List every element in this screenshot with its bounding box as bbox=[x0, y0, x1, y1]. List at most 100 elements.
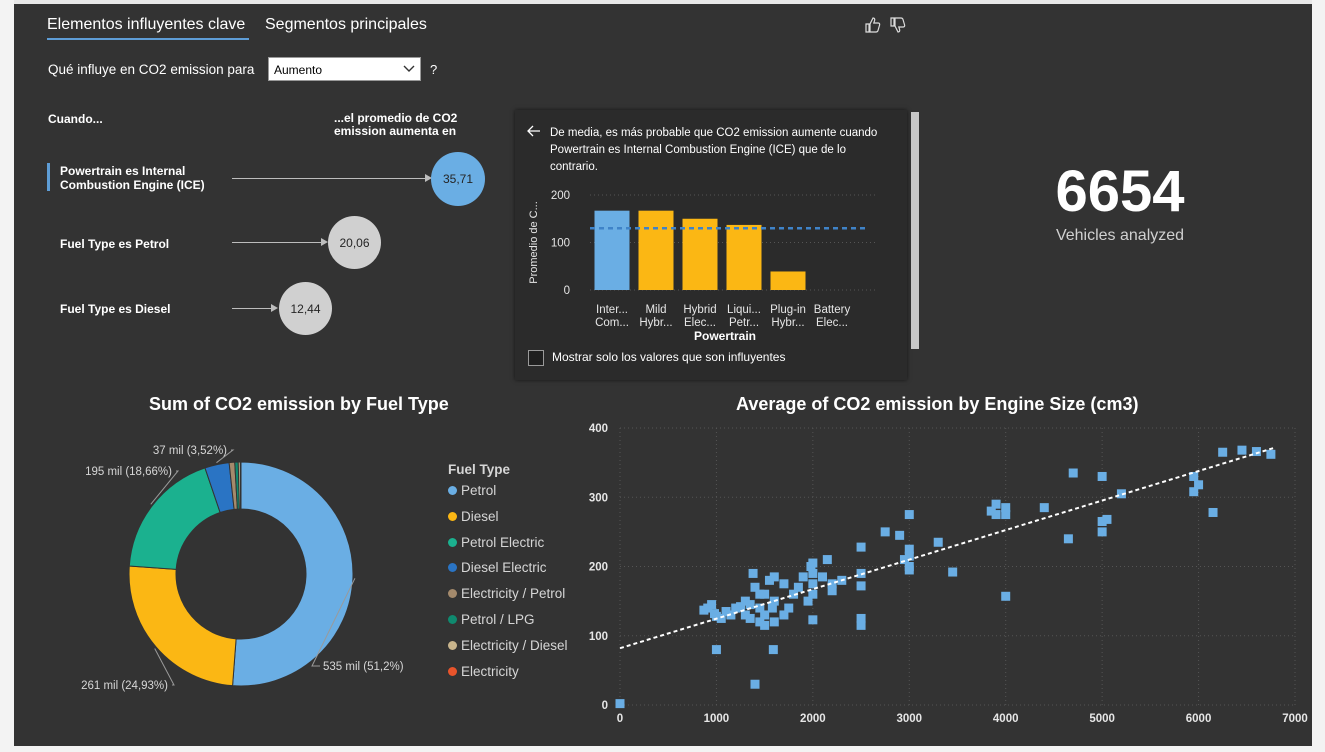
detail-text-line3: contrario. bbox=[550, 161, 598, 173]
slice-leader-line bbox=[154, 648, 175, 686]
thumbs-down-icon[interactable] bbox=[889, 16, 907, 34]
x-tick-label: Hybrid bbox=[683, 304, 716, 316]
influential-only-checkbox[interactable] bbox=[528, 350, 544, 366]
detail-text-line1: De media, es más probable que CO2 emissi… bbox=[550, 127, 878, 139]
legend-item[interactable]: Diesel Electric bbox=[448, 560, 547, 575]
legend-item[interactable]: Petrol bbox=[448, 483, 496, 498]
scatter-chart-title: Average of CO2 emission by Engine Size (… bbox=[736, 394, 1139, 414]
influencer-label-line1: Powertrain es Internal bbox=[60, 164, 186, 178]
influencer-item-petrol[interactable]: Fuel Type es Petrol bbox=[60, 237, 169, 251]
y-tick-label: 200 bbox=[551, 190, 570, 202]
legend-label: Electricity bbox=[461, 663, 519, 679]
legend-marker-icon bbox=[448, 640, 457, 650]
legend-marker-icon bbox=[448, 537, 457, 547]
average-header-line1: ...el promedio de CO2 bbox=[334, 111, 458, 125]
window-top-bar bbox=[0, 0, 1325, 4]
legend-marker-icon bbox=[448, 485, 457, 495]
slice-data-label: 195 mil (18,66%) bbox=[85, 466, 172, 478]
legend-item[interactable]: Petrol / LPG bbox=[448, 612, 535, 627]
dropdown-value: Aumento bbox=[274, 63, 323, 77]
x-tick-label: Liqui... bbox=[727, 304, 761, 316]
active-tab-underline bbox=[47, 38, 249, 40]
x-tick-label: Hybr... bbox=[639, 317, 672, 329]
donut-slice bbox=[232, 461, 354, 687]
legend-marker-icon bbox=[448, 563, 457, 573]
legend-marker-icon bbox=[448, 589, 457, 599]
legend-label: Diesel Electric bbox=[461, 560, 547, 576]
chevron-down-icon bbox=[403, 65, 415, 72]
legend-marker-icon bbox=[448, 511, 457, 521]
bar bbox=[638, 210, 674, 290]
kpi-label: Vehicles analyzed bbox=[1055, 227, 1185, 244]
x-tick-label: Mild bbox=[645, 304, 666, 316]
selected-influencer-marker bbox=[47, 163, 50, 191]
fuel-type-donut-chart: 535 mil (51,2%) 261 mil (24,93%) 195 mil (… bbox=[81, 445, 404, 692]
legend-marker-icon bbox=[448, 614, 457, 624]
x-tick-label: Elec... bbox=[684, 317, 716, 329]
back-arrow-icon[interactable] bbox=[527, 125, 541, 137]
average-header: ...el promedio de CO2 emission aumenta e… bbox=[334, 112, 457, 138]
donut-slice bbox=[128, 565, 237, 687]
donut-slice bbox=[128, 467, 221, 570]
influencer-bubble[interactable]: 35,71 bbox=[431, 152, 485, 206]
x-tick-label: Battery bbox=[814, 304, 851, 316]
legend-item[interactable]: Electricity bbox=[448, 664, 519, 679]
window-right-margin bbox=[1312, 0, 1325, 752]
y-tick-label: 100 bbox=[551, 238, 570, 250]
influencer-bubble[interactable]: 12,44 bbox=[279, 282, 332, 335]
slice-data-label: 261 mil (24,93%) bbox=[81, 680, 168, 692]
influencer-label-line2: Combustion Engine (ICE) bbox=[60, 178, 205, 192]
influencer-item-diesel[interactable]: Fuel Type es Diesel bbox=[60, 302, 171, 316]
bar bbox=[726, 224, 762, 290]
influencer-arrow-line bbox=[232, 308, 272, 309]
legend-label: Petrol / LPG bbox=[461, 612, 535, 627]
x-tick-label: Hybr... bbox=[771, 317, 804, 329]
window-left-margin bbox=[0, 0, 14, 752]
bar bbox=[682, 218, 718, 290]
influencer-label-line1: Fuel Type es Diesel bbox=[60, 302, 171, 316]
tab-top-segments[interactable]: Segmentos principales bbox=[265, 16, 427, 33]
legend-title: Fuel Type bbox=[448, 462, 511, 477]
thumbs-up-icon[interactable] bbox=[864, 16, 882, 34]
slice-data-label: 37 mil (3,52%) bbox=[153, 445, 227, 457]
powertrain-bar-chart: 200 100 0 Promedio de C... Inter...Com... Mil… bbox=[528, 190, 875, 343]
tab-key-influencers[interactable]: Elementos influyentes clave bbox=[47, 16, 246, 33]
legend-label: Electricity / Diesel bbox=[461, 637, 568, 653]
kpi-value: 6654 bbox=[1055, 159, 1185, 224]
arrow-head-icon bbox=[425, 174, 432, 182]
legend-item[interactable]: Electricity / Diesel bbox=[448, 638, 568, 653]
slice-data-label: 535 mil (51,2%) bbox=[323, 661, 404, 673]
arrow-head-icon bbox=[321, 238, 328, 246]
detail-explanation: De media, es más probable que CO2 emissi… bbox=[550, 125, 900, 176]
influencer-arrow-line bbox=[232, 242, 322, 243]
x-axis-title: Powertrain bbox=[694, 329, 756, 343]
legend-marker-icon bbox=[448, 666, 457, 676]
x-tick-label: Petr... bbox=[729, 317, 759, 329]
y-axis-title: Promedio de C... bbox=[528, 201, 540, 284]
direction-dropdown[interactable]: Aumento bbox=[268, 57, 421, 81]
panel-scrollbar[interactable] bbox=[911, 112, 919, 349]
x-tick-label: Elec... bbox=[816, 317, 848, 329]
influencer-arrow-line bbox=[232, 178, 426, 179]
influencer-detail-panel: De media, es más probable que CO2 emissi… bbox=[515, 110, 907, 380]
checkbox-label: Mostrar solo los valores que son influye… bbox=[552, 350, 786, 364]
x-tick-label: Com... bbox=[595, 317, 629, 329]
x-tick-label: Plug-in bbox=[770, 304, 806, 316]
donut-chart-title: Sum of CO2 emission by Fuel Type bbox=[149, 394, 449, 414]
legend-item[interactable]: Diesel bbox=[448, 509, 499, 524]
y-tick-label: 0 bbox=[564, 285, 570, 297]
legend-label: Diesel bbox=[461, 508, 499, 524]
slice-leader-line bbox=[150, 470, 180, 505]
arrow-head-icon bbox=[271, 304, 278, 312]
influencer-bubble[interactable]: 20,06 bbox=[328, 216, 381, 269]
average-header-line2: emission aumenta en bbox=[334, 124, 457, 138]
slice-leader-line bbox=[311, 578, 356, 667]
legend-item[interactable]: Electricity / Petrol bbox=[448, 586, 565, 601]
x-tick-label: Inter... bbox=[596, 304, 628, 316]
when-header: Cuando... bbox=[48, 112, 103, 126]
legend-item[interactable]: Petrol Electric bbox=[448, 535, 544, 550]
influencer-item-powertrain[interactable]: Powertrain es Internal Combustion Engine… bbox=[60, 164, 205, 192]
help-icon[interactable]: ? bbox=[430, 62, 438, 77]
window-bottom-margin bbox=[0, 746, 1325, 752]
legend-label: Electricity / Petrol bbox=[461, 586, 566, 602]
